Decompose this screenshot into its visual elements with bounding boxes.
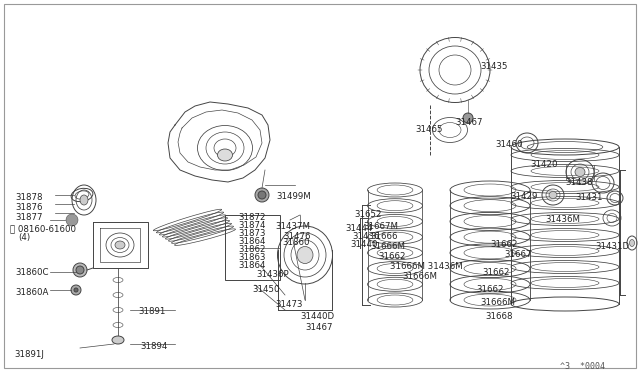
Text: 31420: 31420 — [530, 160, 557, 169]
Text: 31666: 31666 — [370, 232, 397, 241]
Ellipse shape — [115, 241, 125, 249]
Text: 31666M: 31666M — [370, 242, 405, 251]
Text: 31476: 31476 — [283, 232, 310, 241]
Ellipse shape — [218, 149, 232, 161]
Text: 31431: 31431 — [575, 193, 602, 202]
Text: 31874: 31874 — [238, 221, 266, 230]
Text: 31467: 31467 — [455, 118, 483, 127]
Ellipse shape — [297, 247, 313, 263]
Circle shape — [258, 191, 266, 199]
Text: 31429: 31429 — [510, 192, 538, 201]
Text: 31894: 31894 — [140, 342, 168, 351]
Text: 31860: 31860 — [282, 238, 310, 247]
Circle shape — [66, 214, 78, 226]
Text: 31873: 31873 — [238, 229, 266, 238]
Text: 31666M 31436M: 31666M 31436M — [390, 262, 463, 271]
Ellipse shape — [630, 240, 634, 247]
Text: 31662: 31662 — [490, 240, 518, 249]
Text: 31652: 31652 — [354, 210, 381, 219]
Bar — [225, 215, 280, 280]
Text: 31436P: 31436P — [256, 270, 289, 279]
Text: 31460: 31460 — [495, 140, 522, 149]
Text: 31891: 31891 — [138, 307, 165, 316]
Text: 31467: 31467 — [305, 323, 333, 332]
Text: 31860C: 31860C — [15, 268, 49, 277]
Text: 31662: 31662 — [378, 252, 406, 261]
Text: 31444: 31444 — [345, 224, 372, 233]
Text: 31872: 31872 — [238, 213, 266, 222]
Text: Ⓑ 08160-61600: Ⓑ 08160-61600 — [10, 224, 76, 233]
Ellipse shape — [80, 195, 88, 205]
Text: 31864: 31864 — [238, 237, 266, 246]
Text: 31876: 31876 — [15, 203, 42, 212]
Text: 31862: 31862 — [238, 245, 266, 254]
Text: 31438: 31438 — [565, 178, 593, 187]
Text: 31864: 31864 — [238, 261, 266, 270]
Text: 31436M: 31436M — [545, 215, 580, 224]
Text: 31667: 31667 — [504, 250, 531, 259]
Text: 31668: 31668 — [485, 312, 513, 321]
Ellipse shape — [575, 167, 585, 176]
Text: (4): (4) — [18, 233, 30, 242]
Text: 31666M: 31666M — [480, 298, 515, 307]
Text: 31499M: 31499M — [276, 192, 311, 201]
Text: ^3  *0004: ^3 *0004 — [560, 362, 605, 371]
Circle shape — [76, 266, 84, 274]
Text: 31878: 31878 — [15, 193, 42, 202]
Text: 31450: 31450 — [252, 285, 280, 294]
Circle shape — [71, 285, 81, 295]
Circle shape — [463, 113, 473, 123]
Ellipse shape — [112, 336, 124, 344]
Text: 31435: 31435 — [480, 62, 508, 71]
Text: 31437M: 31437M — [275, 222, 310, 231]
Circle shape — [74, 288, 78, 292]
Ellipse shape — [549, 192, 557, 199]
Text: 31666M: 31666M — [402, 272, 437, 281]
Text: 31431D: 31431D — [595, 242, 629, 251]
Circle shape — [73, 263, 87, 277]
Text: 31662: 31662 — [476, 285, 504, 294]
Text: 31465: 31465 — [415, 125, 442, 134]
Text: 31877: 31877 — [15, 213, 42, 222]
Text: 31863: 31863 — [238, 253, 266, 262]
Circle shape — [255, 188, 269, 202]
Text: 31440: 31440 — [350, 240, 378, 249]
Text: 31667M: 31667M — [363, 222, 398, 231]
Text: 31440D: 31440D — [300, 312, 334, 321]
Text: 31436: 31436 — [352, 232, 380, 241]
Text: 31473: 31473 — [275, 300, 303, 309]
Text: 31891J: 31891J — [14, 350, 44, 359]
Text: 31860A: 31860A — [15, 288, 49, 297]
Text: 31662: 31662 — [482, 268, 509, 277]
